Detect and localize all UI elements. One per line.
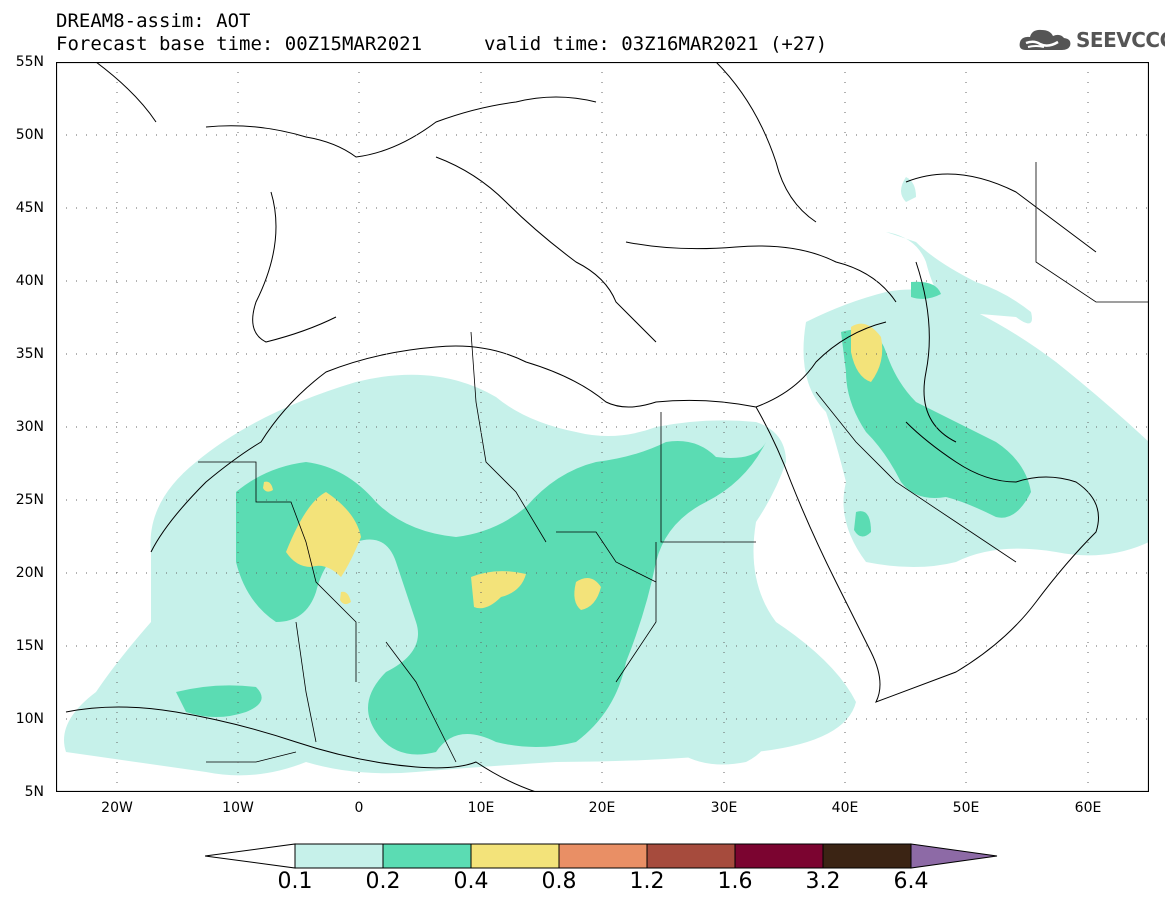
colorbar-box — [470, 843, 560, 869]
lon-label: 10W — [222, 800, 254, 816]
colorbar-box — [294, 843, 384, 869]
colorbar-label: 3.2 — [805, 869, 841, 894]
forecast-base-time: Forecast base time: 00Z15MAR2021 — [56, 33, 423, 55]
coastlines — [65, 62, 1099, 792]
lat-label: 15N — [15, 638, 44, 654]
lon-label: 20E — [588, 800, 616, 816]
colorbar-label: 1.6 — [717, 869, 753, 894]
seevccc-logo: SEEVCCC — [1018, 26, 1165, 54]
lat-label: 50N — [15, 127, 44, 143]
cloud-icon — [1019, 29, 1071, 50]
map-border — [56, 62, 1149, 792]
colorbar-box — [558, 843, 648, 869]
lat-label: 10N — [15, 711, 44, 727]
lat-label: 5N — [24, 784, 44, 800]
lon-label: 50E — [952, 800, 980, 816]
colorbar-box — [382, 843, 472, 869]
graticule — [56, 62, 1149, 792]
colorbar-box — [822, 843, 912, 869]
lon-label: 30E — [710, 800, 738, 816]
lon-label: 40E — [831, 800, 859, 816]
lat-label: 40N — [15, 273, 44, 289]
colorbar-box — [734, 843, 824, 869]
colorbar-label: 0.2 — [365, 869, 401, 894]
lon-label: 10E — [467, 800, 495, 816]
colorbar-lower-triangle — [205, 843, 296, 869]
aot-layer-0.2 — [176, 281, 1031, 755]
country-borders — [198, 162, 1149, 763]
colorbar-label: 0.4 — [453, 869, 489, 894]
lat-label: 55N — [15, 54, 44, 70]
colorbar-label: 1.2 — [629, 869, 665, 894]
lon-label: 0 — [354, 800, 364, 816]
lon-label: 20W — [101, 800, 133, 816]
aot-layer-0.4 — [263, 323, 883, 610]
aot-map — [56, 62, 1149, 792]
colorbar-label: 0.1 — [277, 869, 313, 894]
lat-label: 45N — [15, 200, 44, 216]
lat-label: 25N — [15, 492, 44, 508]
lon-label: 60E — [1074, 800, 1102, 816]
valid-time: valid time: 03Z16MAR2021 (+27) — [484, 33, 828, 55]
colorbar-box — [646, 843, 736, 869]
lat-label: 30N — [15, 419, 44, 435]
colorbar — [205, 843, 998, 869]
logo-text: SEEVCCC — [1076, 28, 1165, 52]
lat-label: 35N — [15, 346, 44, 362]
colorbar-label: 6.4 — [893, 869, 929, 894]
colorbar-label: 0.8 — [541, 869, 577, 894]
lat-label: 20N — [15, 565, 44, 581]
colorbar-upper-triangle — [910, 843, 998, 869]
map-title: DREAM8-assim: AOT — [56, 10, 251, 32]
